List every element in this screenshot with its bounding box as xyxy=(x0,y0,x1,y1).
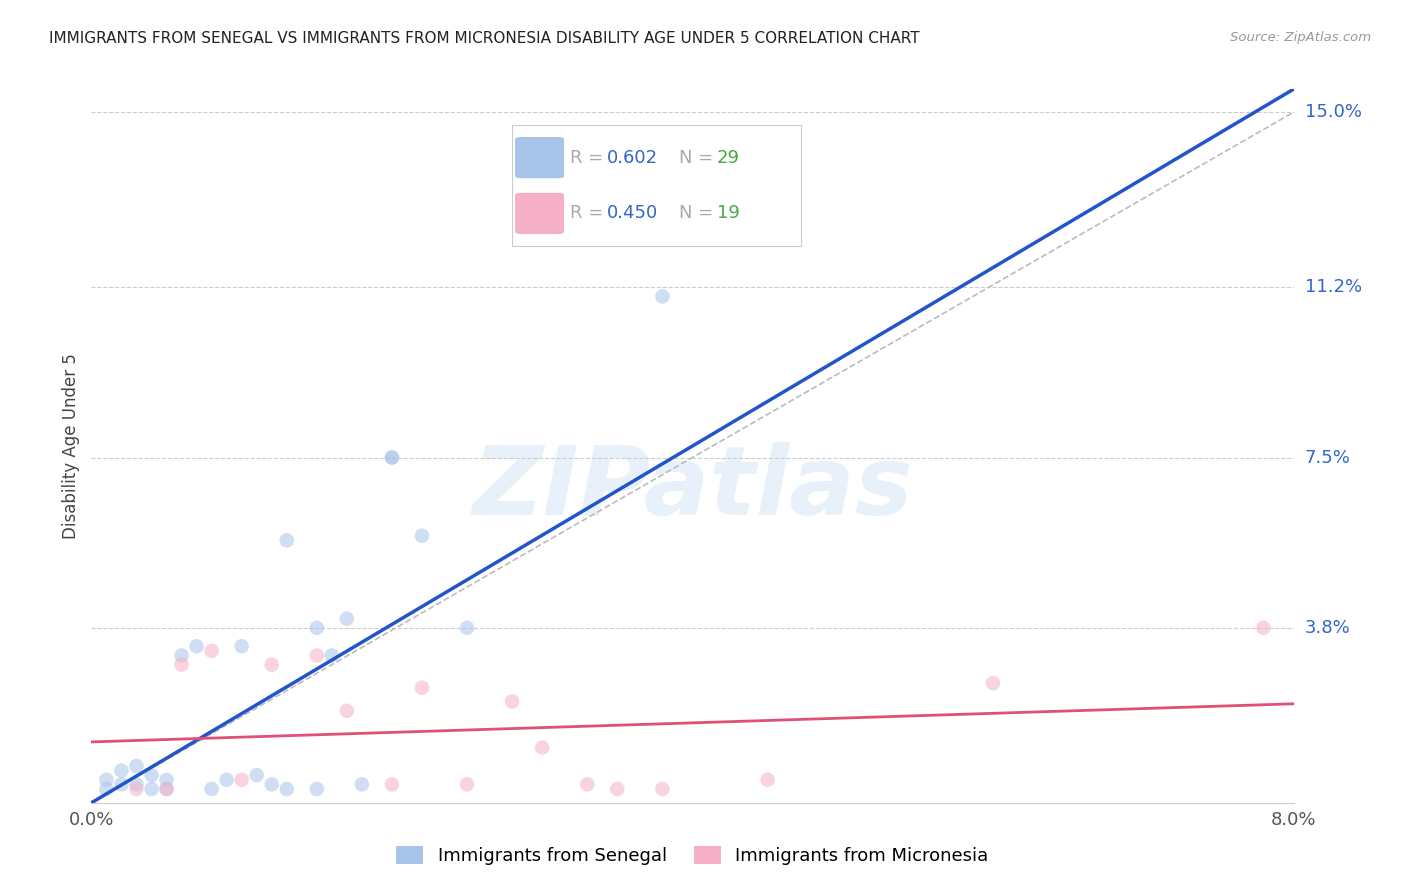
Point xyxy=(96,772,118,787)
Point xyxy=(350,777,373,791)
Point xyxy=(336,704,359,718)
Y-axis label: Disability Age Under 5: Disability Age Under 5 xyxy=(62,353,80,539)
Point xyxy=(125,782,148,797)
Text: R =: R = xyxy=(569,149,609,167)
Point xyxy=(1253,621,1275,635)
Text: 7.5%: 7.5% xyxy=(1305,449,1351,467)
Point xyxy=(501,694,523,708)
Point xyxy=(215,772,238,787)
Point xyxy=(606,782,628,797)
Point xyxy=(260,777,283,791)
Point xyxy=(231,640,253,654)
Point xyxy=(336,612,359,626)
Text: IMMIGRANTS FROM SENEGAL VS IMMIGRANTS FROM MICRONESIA DISABILITY AGE UNDER 5 COR: IMMIGRANTS FROM SENEGAL VS IMMIGRANTS FR… xyxy=(49,31,920,46)
Point xyxy=(381,450,404,465)
Point xyxy=(381,777,404,791)
Point xyxy=(756,772,779,787)
Point xyxy=(260,657,283,672)
Point xyxy=(170,657,193,672)
Point xyxy=(141,782,163,797)
Text: 0.602: 0.602 xyxy=(607,149,658,167)
Point xyxy=(201,644,224,658)
Point xyxy=(276,782,298,797)
Point xyxy=(456,621,478,635)
Point xyxy=(305,648,328,663)
Point xyxy=(186,640,208,654)
FancyBboxPatch shape xyxy=(515,193,564,234)
Text: R =: R = xyxy=(569,204,609,222)
Point xyxy=(125,777,148,791)
Point xyxy=(170,648,193,663)
Text: N =: N = xyxy=(679,149,720,167)
Point xyxy=(96,782,118,797)
Text: N =: N = xyxy=(679,204,720,222)
Point xyxy=(110,777,132,791)
Point xyxy=(110,764,132,778)
Point xyxy=(155,782,177,797)
Point xyxy=(231,772,253,787)
Point xyxy=(155,772,177,787)
Text: Source: ZipAtlas.com: Source: ZipAtlas.com xyxy=(1230,31,1371,45)
Point xyxy=(276,533,298,548)
Point xyxy=(576,777,599,791)
FancyBboxPatch shape xyxy=(515,137,564,178)
Point xyxy=(531,740,554,755)
Text: 3.8%: 3.8% xyxy=(1305,619,1350,637)
Point xyxy=(411,529,433,543)
Point xyxy=(201,782,224,797)
Point xyxy=(411,681,433,695)
Point xyxy=(125,759,148,773)
Point xyxy=(305,782,328,797)
Text: 0.450: 0.450 xyxy=(607,204,658,222)
Point xyxy=(141,768,163,782)
Point xyxy=(381,450,404,465)
Point xyxy=(651,782,673,797)
Text: ZIPatlas: ZIPatlas xyxy=(472,442,912,535)
Point xyxy=(246,768,269,782)
Text: 11.2%: 11.2% xyxy=(1305,278,1362,296)
Point xyxy=(456,777,478,791)
Legend: Immigrants from Senegal, Immigrants from Micronesia: Immigrants from Senegal, Immigrants from… xyxy=(389,839,995,872)
Text: 29: 29 xyxy=(717,149,740,167)
Point xyxy=(321,648,343,663)
Point xyxy=(981,676,1004,690)
Point xyxy=(305,621,328,635)
Point xyxy=(155,782,177,797)
Text: 19: 19 xyxy=(717,204,740,222)
Point xyxy=(651,289,673,303)
Text: 15.0%: 15.0% xyxy=(1305,103,1361,121)
